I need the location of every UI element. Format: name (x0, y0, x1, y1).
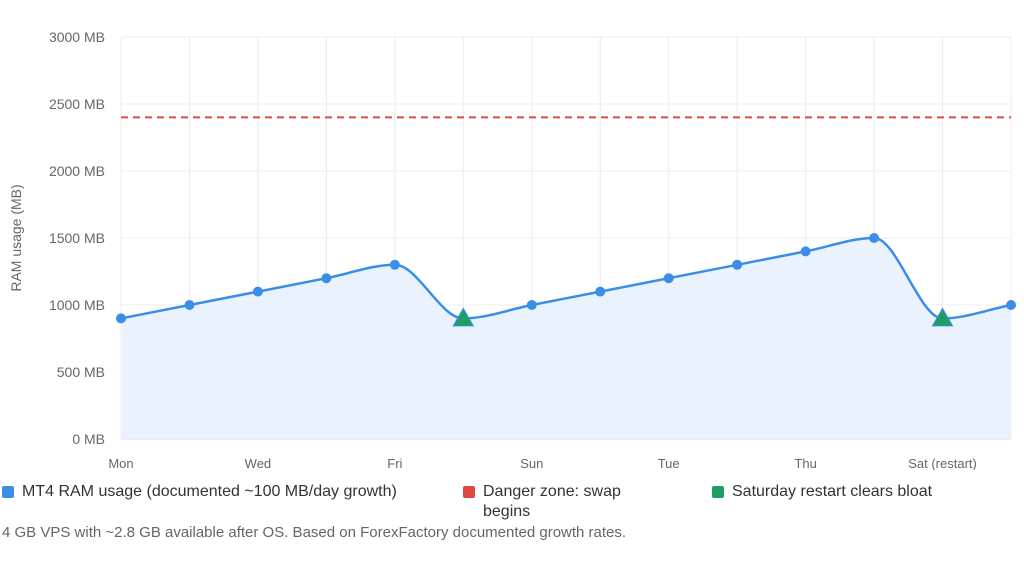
ram-usage-point (321, 273, 332, 284)
ram-usage-point (389, 259, 400, 270)
ram-usage-point (1006, 300, 1016, 310)
legend-swatch-ram-usage (2, 486, 14, 498)
y-tick-label: 2000 MB (49, 163, 105, 179)
x-tick-label: Thu (794, 456, 816, 470)
ram-usage-point (663, 273, 674, 284)
y-axis-title: RAM usage (MB) (8, 184, 24, 291)
y-tick-label: 3000 MB (49, 29, 105, 45)
legend-swatch-danger-zone (463, 486, 475, 498)
x-tick-label: Tue (658, 456, 680, 470)
legend-label-danger-zone: Danger zone: swap begins (483, 483, 621, 520)
ram-usage-area (121, 238, 1011, 439)
y-tick-label: 1500 MB (49, 230, 105, 246)
x-tick-label: Wed (245, 456, 272, 470)
legend-item-ram-usage[interactable]: MT4 RAM usage (documented ~100 MB/day gr… (2, 482, 397, 502)
chart-canvas: 0 MB 500 MB 1000 MB 1500 MB 2000 MB 2500 MB 30… (8, 29, 1016, 470)
y-tick-label: 0 MB (72, 431, 105, 447)
ram-usage-point (800, 246, 811, 257)
legend-item-danger-zone[interactable]: Danger zone: swap begins (463, 482, 663, 522)
restart-marker (452, 307, 475, 327)
ram-usage-point (526, 300, 537, 310)
chart-legend: MT4 RAM usage (documented ~100 MB/day gr… (0, 482, 1024, 522)
x-tick-label: Sun (520, 456, 543, 470)
x-tick-label: Fri (387, 456, 402, 470)
legend-item-saturday-restart[interactable]: Saturday restart clears bloat (712, 482, 932, 502)
y-tick-label: 1000 MB (49, 297, 105, 313)
restart-marker (931, 307, 954, 327)
x-tick-label: Sat (restart) (908, 456, 977, 470)
legend-label-ram-usage: MT4 RAM usage (documented ~100 MB/day gr… (22, 483, 397, 500)
ram-usage-point (732, 259, 743, 270)
chart-footnote: 4 GB VPS with ~2.8 GB available after OS… (2, 524, 627, 541)
ram-usage-point (869, 233, 880, 243)
legend-swatch-saturday-restart (712, 486, 724, 498)
x-tick-label: Mon (108, 456, 133, 470)
ram-usage-chart: 0 MB 500 MB 1000 MB 1500 MB 2000 MB 2500 MB 30… (8, 29, 1016, 470)
legend-label-saturday-restart: Saturday restart clears bloat (732, 483, 933, 500)
y-tick-label: 2500 MB (49, 96, 105, 112)
ram-usage-point (595, 286, 606, 297)
ram-usage-point (252, 286, 263, 297)
ram-usage-point (184, 300, 195, 310)
y-tick-label: 500 MB (57, 364, 105, 380)
ram-usage-point (116, 313, 126, 324)
